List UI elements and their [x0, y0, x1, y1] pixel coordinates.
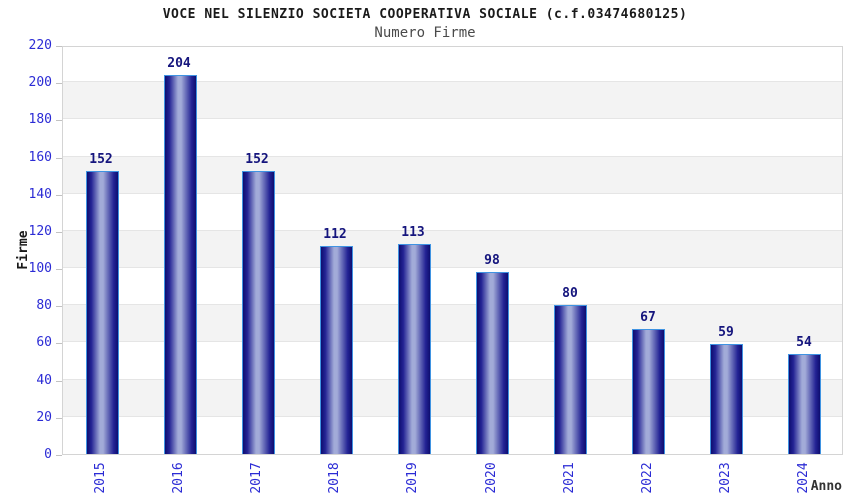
x-tick-label-2015: 2015 — [93, 462, 108, 494]
y-tick-label: 20 — [36, 409, 52, 425]
bar-2019 — [398, 244, 431, 454]
y-tick-label: 220 — [28, 38, 52, 53]
bar-value-label: 80 — [562, 286, 578, 301]
plot-area — [62, 46, 843, 455]
bar-2023 — [710, 344, 743, 454]
y-tick-label: 0 — [44, 447, 52, 462]
y-tick-mark — [56, 306, 62, 308]
x-tick-label-2019: 2019 — [405, 462, 420, 494]
gridline — [63, 229, 842, 231]
x-tick-label-2021: 2021 — [562, 462, 577, 494]
bar-value-label: 98 — [484, 253, 500, 268]
gridline — [63, 155, 842, 157]
gridline — [63, 118, 842, 120]
gridline — [63, 415, 842, 417]
y-tick-label: 180 — [28, 112, 52, 128]
gridline — [63, 192, 842, 194]
x-tick-label-2017: 2017 — [249, 462, 264, 494]
gridline — [63, 378, 842, 380]
y-tick-label: 200 — [28, 75, 52, 91]
bar-2018 — [320, 246, 353, 454]
x-tick-label-2024: 2024 — [796, 462, 811, 494]
bar-2015 — [86, 171, 119, 454]
bar-2021 — [554, 305, 587, 454]
y-tick-mark — [56, 455, 62, 456]
chart-subtitle: Numero Firme — [374, 25, 476, 41]
x-tick-label-2016: 2016 — [171, 462, 186, 494]
gridline — [63, 81, 842, 83]
bar-value-label: 204 — [167, 56, 191, 71]
y-tick-mark — [56, 120, 62, 122]
y-tick-label: 60 — [36, 335, 52, 351]
y-tick-mark — [56, 46, 62, 47]
gridline — [63, 267, 842, 269]
x-tick-label-2018: 2018 — [327, 462, 342, 494]
y-tick-label: 160 — [28, 149, 52, 165]
gridline — [63, 341, 842, 343]
y-tick-label: 120 — [28, 223, 52, 239]
bar-value-label: 113 — [401, 225, 425, 240]
y-tick-mark — [56, 157, 62, 159]
y-tick-label: 80 — [36, 298, 52, 314]
bar-value-label: 54 — [796, 335, 812, 350]
y-tick-label: 140 — [28, 186, 52, 202]
bar-2017 — [242, 171, 275, 454]
bar-2016 — [164, 75, 197, 454]
y-tick-mark — [56, 343, 62, 345]
x-tick-label-2020: 2020 — [484, 462, 499, 494]
bar-2022 — [632, 329, 665, 454]
y-tick-mark — [56, 231, 62, 233]
bar-2024 — [788, 354, 821, 454]
y-tick-mark — [56, 417, 62, 419]
y-tick-mark — [56, 83, 62, 85]
bar-2020 — [476, 272, 509, 454]
bar-value-label: 152 — [245, 152, 269, 167]
y-tick-label: 40 — [36, 372, 52, 388]
gridline — [63, 304, 842, 306]
y-tick-mark — [56, 269, 62, 271]
chart-title: VOCE NEL SILENZIO SOCIETA COOPERATIVA SO… — [162, 7, 688, 22]
x-tick-label-2022: 2022 — [640, 462, 655, 494]
y-tick-label: 100 — [28, 261, 52, 277]
x-tick-label-2023: 2023 — [718, 462, 733, 494]
y-tick-mark — [56, 194, 62, 196]
bar-value-label: 59 — [718, 325, 734, 340]
x-axis-title: Anno — [810, 479, 842, 494]
y-tick-mark — [56, 380, 62, 382]
bar-value-label: 152 — [89, 152, 113, 167]
bar-value-label: 67 — [640, 310, 656, 325]
bar-value-label: 112 — [323, 227, 347, 242]
